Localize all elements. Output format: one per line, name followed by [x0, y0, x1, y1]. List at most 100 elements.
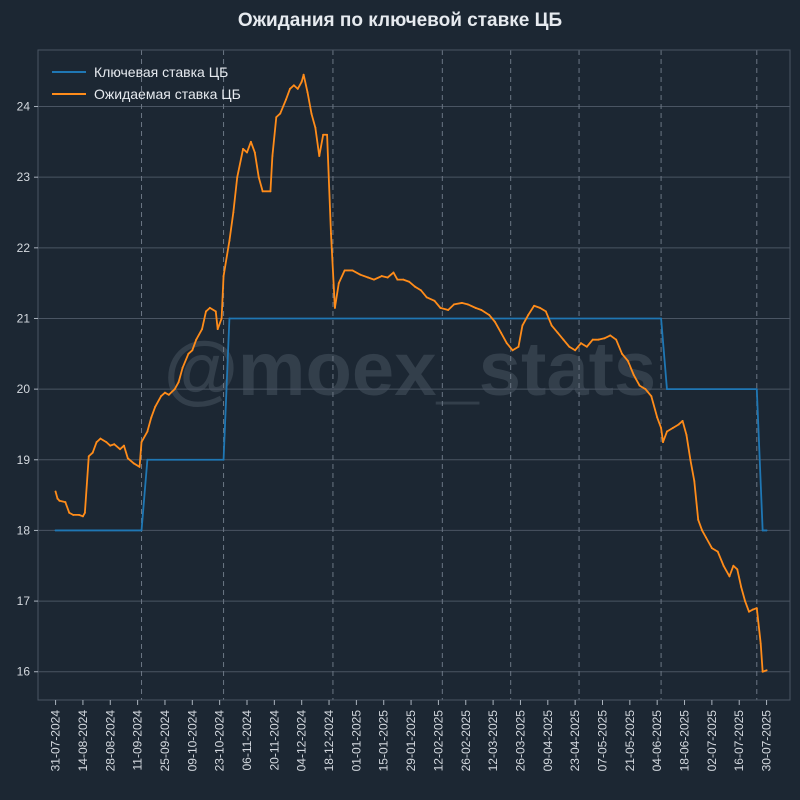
x-tick-label: 31-07-2024 [49, 710, 63, 772]
expected-rate-point [517, 345, 520, 348]
expected-rate-point [208, 306, 211, 309]
expected-rate-point [380, 275, 383, 277]
y-tick-label: 16 [17, 665, 31, 679]
expected-rate-segment [359, 273, 370, 279]
expected-rate-segment [318, 133, 325, 157]
expected-rate-segment [716, 550, 725, 567]
expected-rate-segment [539, 306, 547, 313]
expected-rate-segment [351, 269, 362, 276]
expected-rate-point [527, 314, 530, 316]
x-tick-label: 23-04-2025 [568, 710, 582, 772]
expected-rate-segment [447, 303, 455, 311]
expected-rate-segment [722, 564, 731, 578]
key-rate-point [765, 529, 768, 532]
expected-rate-segment [603, 334, 612, 340]
expected-rate-point [644, 388, 647, 391]
x-tick-label: 02-07-2025 [705, 710, 719, 772]
expected-rate-segment [650, 395, 659, 419]
expected-rate-segment [705, 536, 713, 549]
expected-rate-segment [693, 480, 700, 521]
expected-rate-point [72, 513, 75, 516]
expected-rate-segment [533, 304, 541, 309]
expected-rate-segment [527, 304, 536, 316]
expected-rate-segment [222, 239, 231, 277]
expected-rate-point [292, 84, 295, 87]
expected-rate-segment [685, 434, 692, 461]
x-tick-label: 04-06-2025 [650, 710, 664, 772]
expected-rate-segment [64, 501, 71, 514]
y-tick-label: 22 [17, 241, 31, 255]
expected-rate-segment [140, 430, 149, 444]
expected-rate-segment [195, 328, 203, 341]
expected-rate-segment [644, 388, 653, 398]
expected-rate-point [64, 501, 67, 504]
expected-rate-point [460, 302, 463, 304]
y-tick-label: 23 [17, 170, 31, 184]
key-rate-point [146, 458, 149, 461]
expected-rate-segment [191, 338, 198, 352]
expected-rate-segment [132, 462, 141, 468]
key-rate-segment [755, 388, 764, 532]
legend-label-expected: Ожидаемая ставка ЦБ [94, 86, 241, 102]
key-rate-point [54, 529, 57, 532]
expected-rate-point [126, 457, 129, 460]
expected-rate-point [615, 338, 618, 341]
x-tick-label: 04-12-2024 [295, 710, 309, 772]
expected-rate-point [164, 391, 166, 394]
expected-rate-segment [167, 388, 176, 396]
expected-rate-point [759, 642, 762, 645]
expected-rate-segment [517, 324, 524, 348]
expected-rate-point [261, 190, 264, 193]
expected-rate-point [246, 151, 248, 154]
expected-rate-point [296, 87, 299, 90]
expected-rate-segment [367, 276, 375, 281]
expected-rate-segment [740, 586, 746, 602]
expected-rate-segment [701, 529, 707, 539]
expected-rate-point [82, 515, 84, 518]
expected-rate-point [119, 448, 121, 451]
expected-rate-point [662, 441, 664, 444]
expected-rate-point [250, 140, 252, 143]
expected-rate-point [533, 304, 536, 307]
expected-rate-segment [380, 275, 389, 279]
expected-rate-segment [181, 352, 190, 369]
expected-rate-point [761, 670, 764, 673]
expected-rate-point [253, 151, 256, 154]
expected-rate-point [302, 73, 305, 76]
expected-rate-point [58, 499, 61, 502]
expected-rate-point [289, 87, 291, 90]
expected-rate-point [414, 285, 416, 288]
expected-rate-point [453, 303, 455, 306]
x-axis: 31-07-2024 14-08-2024 28-08-2024 11-09-2024… [49, 700, 774, 771]
expected-rate-segment [580, 342, 588, 348]
expected-rate-segment [728, 564, 735, 578]
expected-rate-point [314, 126, 317, 129]
expected-rate-segment [656, 416, 662, 429]
expected-rate-point [99, 437, 102, 440]
x-tick-label: 16-07-2025 [732, 710, 746, 772]
expected-rate-point [306, 91, 309, 94]
expected-rate-segment [626, 359, 635, 376]
expected-rate-segment [246, 140, 252, 154]
expected-rate-point [105, 441, 108, 444]
expected-rate-point [505, 342, 508, 345]
expected-rate-point [736, 568, 739, 571]
expected-rate-segment [285, 87, 291, 101]
expected-rate-segment [494, 321, 502, 334]
expected-rate-segment [550, 324, 559, 334]
x-tick-label: 15-01-2025 [377, 710, 391, 772]
expected-rate-segment [330, 232, 336, 309]
expected-rate-point [728, 575, 731, 578]
series-layer [54, 73, 768, 673]
expected-rate-point [140, 441, 143, 444]
expected-rate-segment [671, 423, 680, 429]
expected-rate-point [322, 133, 325, 136]
expected-rate-point [666, 430, 668, 433]
expected-rate-point [257, 176, 260, 179]
expected-rate-point [419, 289, 422, 292]
expected-rate-point [222, 275, 225, 277]
expected-rate-segment [433, 299, 442, 309]
expected-rate-segment [419, 289, 428, 299]
expected-rate-segment [621, 352, 629, 362]
key-rate-segment [140, 458, 149, 532]
